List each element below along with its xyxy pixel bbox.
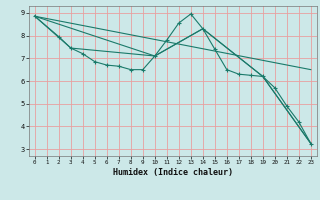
X-axis label: Humidex (Indice chaleur): Humidex (Indice chaleur) bbox=[113, 168, 233, 177]
